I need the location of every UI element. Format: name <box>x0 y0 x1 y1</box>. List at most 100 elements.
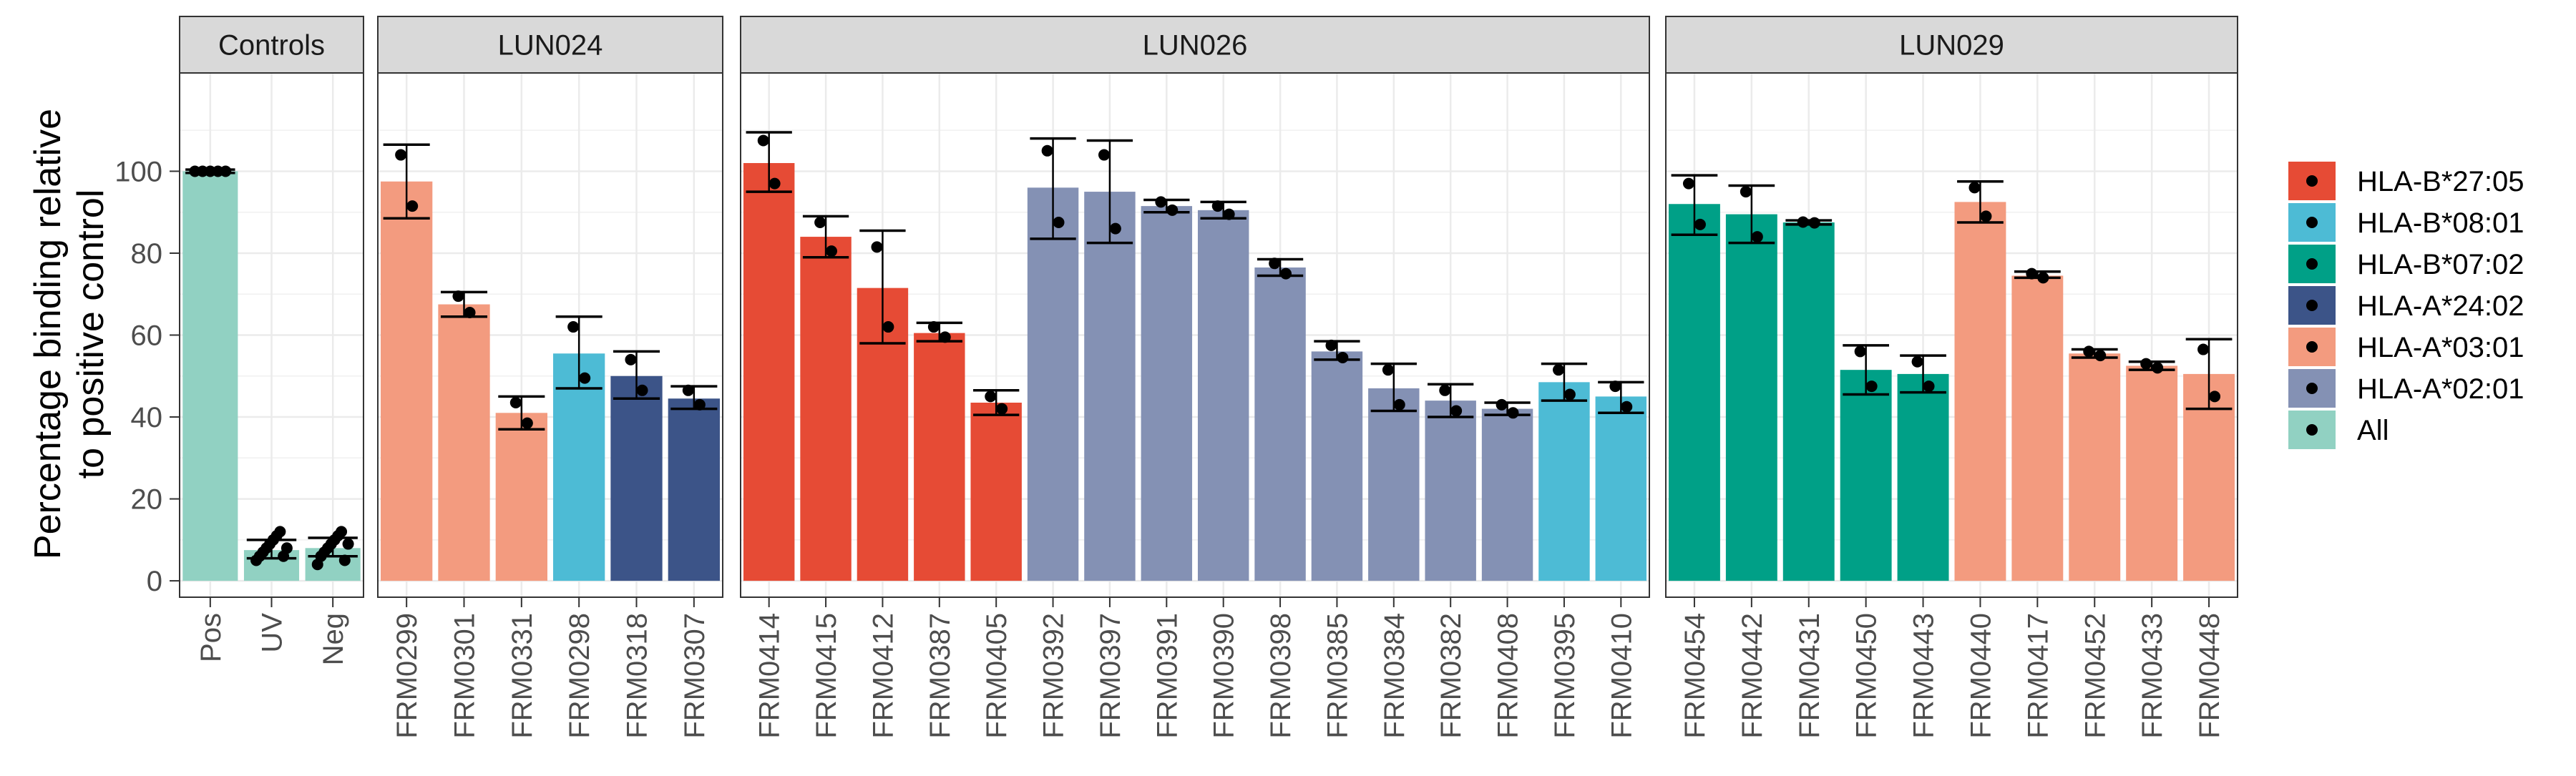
x-tick-label: FRM0408 <box>1493 613 1524 739</box>
bar-frm0415 <box>800 237 852 581</box>
data-point <box>274 526 286 538</box>
data-point <box>338 554 351 566</box>
legend-label: All <box>2357 415 2389 446</box>
y-tick-label: 0 <box>147 566 162 597</box>
legend-key-point <box>2306 341 2318 353</box>
data-point <box>1563 388 1576 401</box>
x-tick-label: FRM0448 <box>2194 613 2225 739</box>
x-tick-label: FRM0331 <box>507 613 538 739</box>
data-point <box>1682 177 1694 190</box>
data-point <box>2083 345 2095 358</box>
bar-frm0318 <box>610 375 663 581</box>
x-tick-label: FRM0410 <box>1606 613 1637 739</box>
data-point <box>395 149 407 161</box>
y-axis-title: Percentage binding relativeto positive c… <box>27 109 112 559</box>
x-tick-label: Neg <box>318 613 349 665</box>
data-point <box>1155 196 1167 208</box>
bar-frm0390 <box>1197 210 1249 581</box>
x-tick-label: FRM0382 <box>1435 613 1467 739</box>
bar-frm0408 <box>1481 408 1533 581</box>
data-point <box>814 217 826 229</box>
x-tick-label: FRM0414 <box>754 613 786 739</box>
panel-controls: Controls Pos UV Neg <box>179 16 364 665</box>
bar-frm0298 <box>553 353 605 581</box>
data-point <box>927 321 940 333</box>
legend-label: HLA-B*27:05 <box>2357 166 2524 197</box>
bar-frm0442 <box>1725 214 1777 581</box>
facet-strip-label: Controls <box>218 30 325 62</box>
data-point <box>2140 358 2152 370</box>
data-point <box>220 165 232 177</box>
bar-frm0452 <box>2069 353 2121 581</box>
data-point <box>1740 186 1752 198</box>
data-point <box>1109 222 1121 235</box>
x-tick-label: FRM0433 <box>2137 613 2168 739</box>
x-tick-label: FRM0299 <box>391 613 423 739</box>
x-tick-label: FRM0298 <box>564 613 595 739</box>
data-point <box>406 200 419 212</box>
data-point <box>1553 364 1564 376</box>
bar-frm0299 <box>381 181 433 581</box>
x-tick-label: FRM0301 <box>449 613 481 739</box>
x-tick-label: FRM0412 <box>867 613 899 739</box>
data-point <box>452 290 464 303</box>
y-tick-label: 60 <box>131 320 163 352</box>
data-point <box>1751 231 1763 243</box>
data-point <box>567 321 580 333</box>
facet-strip-label: LUN024 <box>498 30 603 62</box>
legend-label: HLA-A*02:01 <box>2357 373 2524 405</box>
bar-pos <box>182 171 238 581</box>
data-point <box>1269 257 1281 270</box>
data-point <box>2094 350 2107 362</box>
x-tick-label: FRM0307 <box>679 613 711 739</box>
data-point <box>1053 217 1065 229</box>
y-axis-title-line: to positive control <box>70 190 112 479</box>
data-point <box>2037 272 2049 284</box>
data-point <box>280 542 293 554</box>
data-point <box>1507 407 1519 419</box>
data-point <box>1223 208 1235 220</box>
data-point <box>769 177 781 190</box>
bar-frm0301 <box>438 304 490 581</box>
bar-frm0454 <box>1668 204 1720 581</box>
data-point <box>693 398 706 411</box>
legend-key-point <box>2306 217 2318 228</box>
data-point <box>1450 405 1463 417</box>
bar-frm0443 <box>1897 373 1949 581</box>
data-point <box>521 417 533 429</box>
data-point <box>1496 398 1508 411</box>
x-tick-label: Pos <box>195 613 227 662</box>
data-point <box>1098 149 1110 161</box>
panel-lun029: LUN029 FRM0454 FRM0442 FRM0431 FRM0450 FRM044… <box>1665 16 2238 739</box>
x-tick-label: FRM0398 <box>1265 613 1297 739</box>
data-point <box>939 331 951 343</box>
data-point <box>682 384 694 396</box>
facet-strip <box>740 16 1650 74</box>
x-tick-label: FRM0415 <box>811 613 842 739</box>
x-tick-label: FRM0405 <box>981 613 1013 739</box>
legend-key-point <box>2306 175 2318 187</box>
y-tick-label: 100 <box>114 156 162 187</box>
y-tick-label: 80 <box>131 238 163 270</box>
x-tick-label: FRM0395 <box>1549 613 1581 739</box>
data-point <box>757 134 769 147</box>
legend-key-point <box>2306 383 2318 394</box>
data-point <box>1865 380 1878 393</box>
bar-frm0405 <box>970 402 1022 581</box>
bar-frm0387 <box>914 333 965 581</box>
facet-strip <box>1665 16 2238 74</box>
bar-frm0382 <box>1425 401 1476 581</box>
legend: HLA-B*27:05 HLA-B*08:01 HLA-B*07:02 HLA-A*2… <box>2288 162 2524 449</box>
x-tick-label: FRM0450 <box>1851 613 1883 739</box>
legend-key-point <box>2306 258 2318 270</box>
data-point <box>1968 182 1981 194</box>
x-tick-label: FRM0318 <box>622 613 653 739</box>
data-point <box>464 307 476 319</box>
bar-frm0414 <box>743 162 795 581</box>
data-point <box>882 321 894 333</box>
x-tick-label: FRM0442 <box>1737 613 1768 739</box>
legend-label: HLA-A*24:02 <box>2357 290 2524 322</box>
x-tick-label: FRM0431 <box>1794 613 1825 739</box>
